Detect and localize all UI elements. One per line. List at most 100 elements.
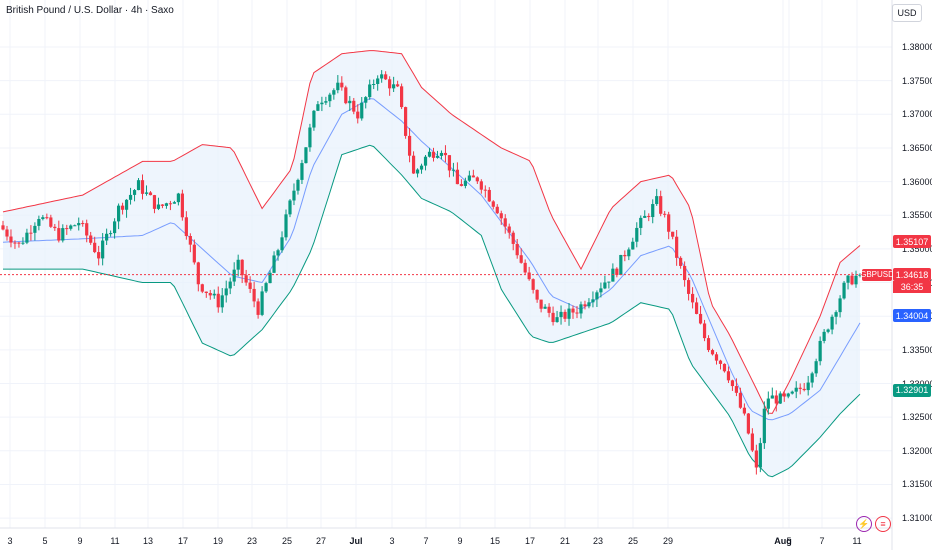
candle-body	[447, 155, 452, 171]
candle-body	[212, 293, 216, 296]
candle-body	[619, 254, 623, 275]
candle-body	[21, 242, 25, 244]
candle-body	[164, 203, 169, 206]
candle-body	[443, 152, 448, 156]
candle-body	[730, 380, 735, 387]
candle-body	[73, 225, 77, 227]
time-tick-label: Aug	[774, 536, 792, 546]
candle-body	[706, 338, 711, 351]
candle-body	[826, 329, 830, 332]
stacked-badge-icon[interactable]: ≡	[875, 516, 891, 532]
candle-body	[794, 387, 798, 392]
time-tick-label: 3	[389, 536, 395, 546]
candle-body	[435, 155, 440, 158]
candle-body	[595, 292, 599, 300]
candle-body	[774, 395, 778, 404]
candle-body	[623, 254, 627, 257]
candle-body	[511, 232, 515, 244]
middle-band-line	[2, 98, 861, 421]
candle-body	[124, 199, 129, 210]
candle-body	[332, 90, 336, 95]
candle-body	[348, 100, 352, 104]
candle-body	[419, 165, 424, 170]
lower-band-line	[3, 144, 861, 478]
candle-body	[690, 293, 695, 303]
candle-body	[220, 295, 224, 308]
lightning-icon[interactable]: ⚡	[856, 516, 872, 532]
candle-body	[276, 250, 280, 256]
candle-body	[403, 107, 408, 136]
candle-body	[176, 193, 180, 203]
time-tick-label: 5	[42, 536, 48, 546]
candle-body	[531, 279, 535, 290]
candle-body	[782, 393, 786, 397]
time-tick-label: 27	[315, 536, 327, 546]
middle-band-tag: 1.34004	[893, 309, 931, 323]
candle-body	[41, 217, 45, 220]
time-tick-label: 11	[110, 536, 120, 546]
currency-button[interactable]: USD	[892, 4, 922, 22]
candle-body	[750, 433, 754, 451]
candle-body	[702, 323, 707, 339]
candle-body	[415, 169, 420, 174]
upper-band-line	[2, 50, 861, 414]
candle-body	[754, 450, 758, 468]
candle-body	[204, 291, 208, 293]
candle-body	[834, 312, 838, 317]
candle-body	[567, 308, 571, 319]
candle-body	[336, 82, 340, 91]
candle-body	[316, 104, 320, 111]
time-tick-label: 17	[524, 536, 536, 546]
candle-body	[471, 175, 475, 178]
candle-body	[734, 386, 739, 393]
time-tick-label: 29	[662, 536, 674, 546]
candle-body	[132, 190, 137, 195]
candle-body	[563, 311, 567, 319]
candle-body	[591, 299, 595, 303]
candle-body	[288, 200, 292, 215]
candle-body	[160, 204, 165, 206]
candle-body	[57, 228, 61, 241]
time-tick-label: 13	[142, 536, 154, 546]
candle-body	[392, 84, 396, 89]
candle-body	[858, 274, 862, 276]
price-tick-label: 1.32500	[902, 412, 932, 423]
bollinger-bands	[2, 50, 861, 478]
price-tick-label: 1.31500	[902, 479, 932, 490]
time-tick-label: 7	[819, 536, 825, 546]
candle-body	[543, 306, 547, 309]
candle-body	[766, 398, 770, 409]
candle-body	[675, 236, 679, 258]
candle-body	[260, 291, 264, 315]
candle-body	[192, 244, 196, 263]
candle-body	[208, 292, 212, 296]
candle-body	[37, 219, 41, 226]
time-tick-label: 23	[246, 536, 258, 546]
time-tick-label: 25	[281, 536, 293, 546]
candle-body	[722, 363, 727, 372]
candle-body	[499, 213, 503, 219]
candle-body	[790, 391, 794, 394]
candle-body	[105, 233, 109, 241]
candle-body	[663, 213, 667, 215]
candle-body	[152, 195, 157, 209]
candle-body	[467, 175, 471, 181]
candle-body	[818, 340, 822, 362]
candle-body	[232, 269, 236, 282]
lower-band-tag: 1.32901	[893, 383, 931, 397]
candle-body	[611, 268, 615, 282]
price-tick-label: 1.36500	[902, 142, 932, 153]
time-tick-label: 15	[489, 536, 501, 546]
candle-body	[738, 392, 743, 408]
candle-body	[116, 205, 121, 222]
candle-body	[69, 225, 73, 229]
candle-body	[495, 206, 499, 214]
candle-body	[216, 293, 220, 308]
candle-body	[778, 393, 782, 404]
candle-body	[240, 259, 244, 276]
candle-body	[128, 194, 133, 200]
time-tick-label: 19	[212, 536, 224, 546]
candle-body	[639, 217, 643, 228]
